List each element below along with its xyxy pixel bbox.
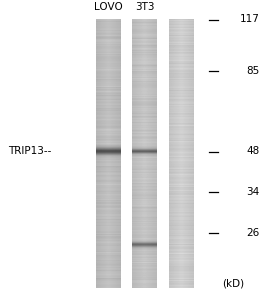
Text: 48: 48 bbox=[246, 146, 260, 157]
Text: (kD): (kD) bbox=[223, 278, 245, 289]
Text: 117: 117 bbox=[240, 14, 260, 25]
Text: 26: 26 bbox=[246, 227, 260, 238]
Text: 34: 34 bbox=[246, 187, 260, 197]
Text: 85: 85 bbox=[246, 65, 260, 76]
Text: LOVO: LOVO bbox=[94, 2, 123, 13]
Text: 3T3: 3T3 bbox=[135, 2, 155, 13]
Text: TRIP13--: TRIP13-- bbox=[8, 146, 51, 157]
